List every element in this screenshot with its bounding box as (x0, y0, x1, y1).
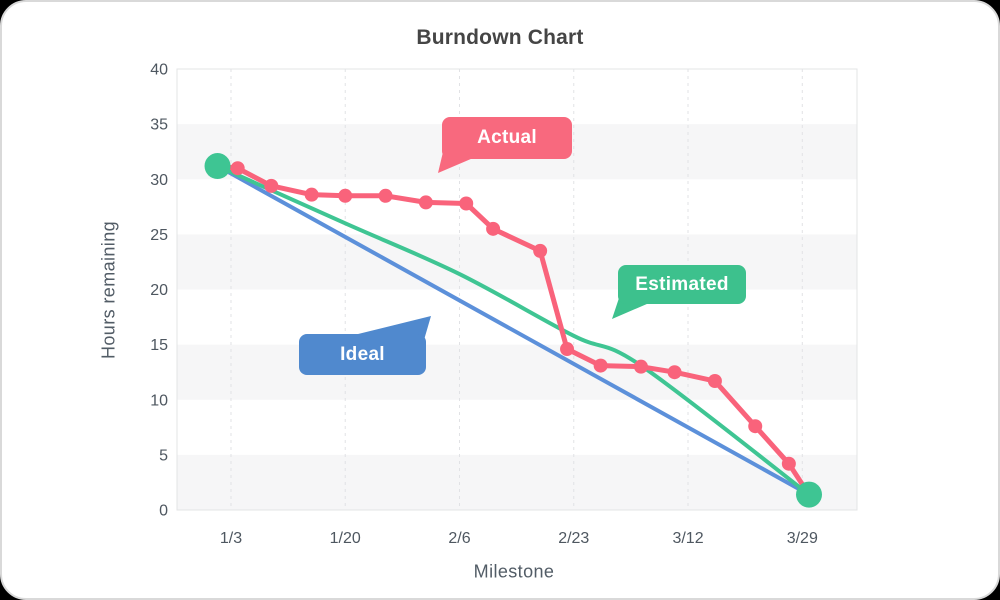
estimated-series-callout-label: Estimated (635, 274, 729, 295)
x-tick-label: 2/6 (448, 530, 470, 547)
actual-data-point (378, 188, 393, 203)
y-tick-label: 0 (159, 503, 168, 520)
plot-border (176, 68, 858, 511)
ideal-line (215, 164, 812, 497)
ideal-series-callout: Ideal (299, 334, 426, 375)
estimated-line (215, 164, 812, 497)
background-stripe (177, 454, 857, 510)
actual-data-point (304, 187, 319, 202)
actual-data-point (707, 374, 722, 389)
ideal-series-callout-label: Ideal (340, 344, 385, 365)
background-stripe (177, 344, 857, 400)
actual-data-point (593, 358, 608, 373)
actual-data-point (781, 456, 796, 471)
x-tick-label: 3/12 (672, 530, 703, 547)
y-tick-label: 10 (150, 392, 168, 409)
actual-data-point (338, 188, 353, 203)
endpoint-marker (204, 153, 231, 180)
actual-data-point (748, 419, 763, 434)
y-tick-label: 5 (159, 447, 168, 464)
actual-data-point (418, 195, 433, 210)
actual-data-point (560, 342, 575, 357)
x-tick-label: 1/3 (220, 530, 242, 547)
actual-series-callout-label: Actual (477, 127, 537, 148)
y-axis-title: Hours remaining (98, 220, 119, 360)
actual-data-point (667, 365, 682, 380)
estimated-series-callout: Estimated (618, 265, 746, 304)
y-tick-label: 15 (150, 337, 168, 354)
actual-data-point (633, 359, 648, 374)
y-tick-label: 40 (150, 62, 168, 79)
actual-data-point (459, 196, 474, 211)
actual-data-point (486, 221, 501, 236)
x-tick-label: 2/23 (558, 530, 589, 547)
x-tick-label: 1/20 (330, 530, 361, 547)
actual-data-point (533, 243, 548, 258)
y-tick-label: 30 (150, 172, 168, 189)
actual-series-callout: Actual (442, 117, 572, 159)
x-tick-label: 3/29 (787, 530, 818, 547)
endpoint-marker (796, 481, 823, 508)
y-tick-label: 20 (150, 282, 168, 299)
chart-title: Burndown Chart (416, 26, 584, 49)
actual-data-point (230, 161, 245, 176)
x-axis-title: Milestone (473, 561, 555, 582)
y-tick-label: 25 (150, 227, 168, 244)
y-tick-label: 35 (150, 117, 168, 134)
actual-data-point (264, 178, 279, 193)
